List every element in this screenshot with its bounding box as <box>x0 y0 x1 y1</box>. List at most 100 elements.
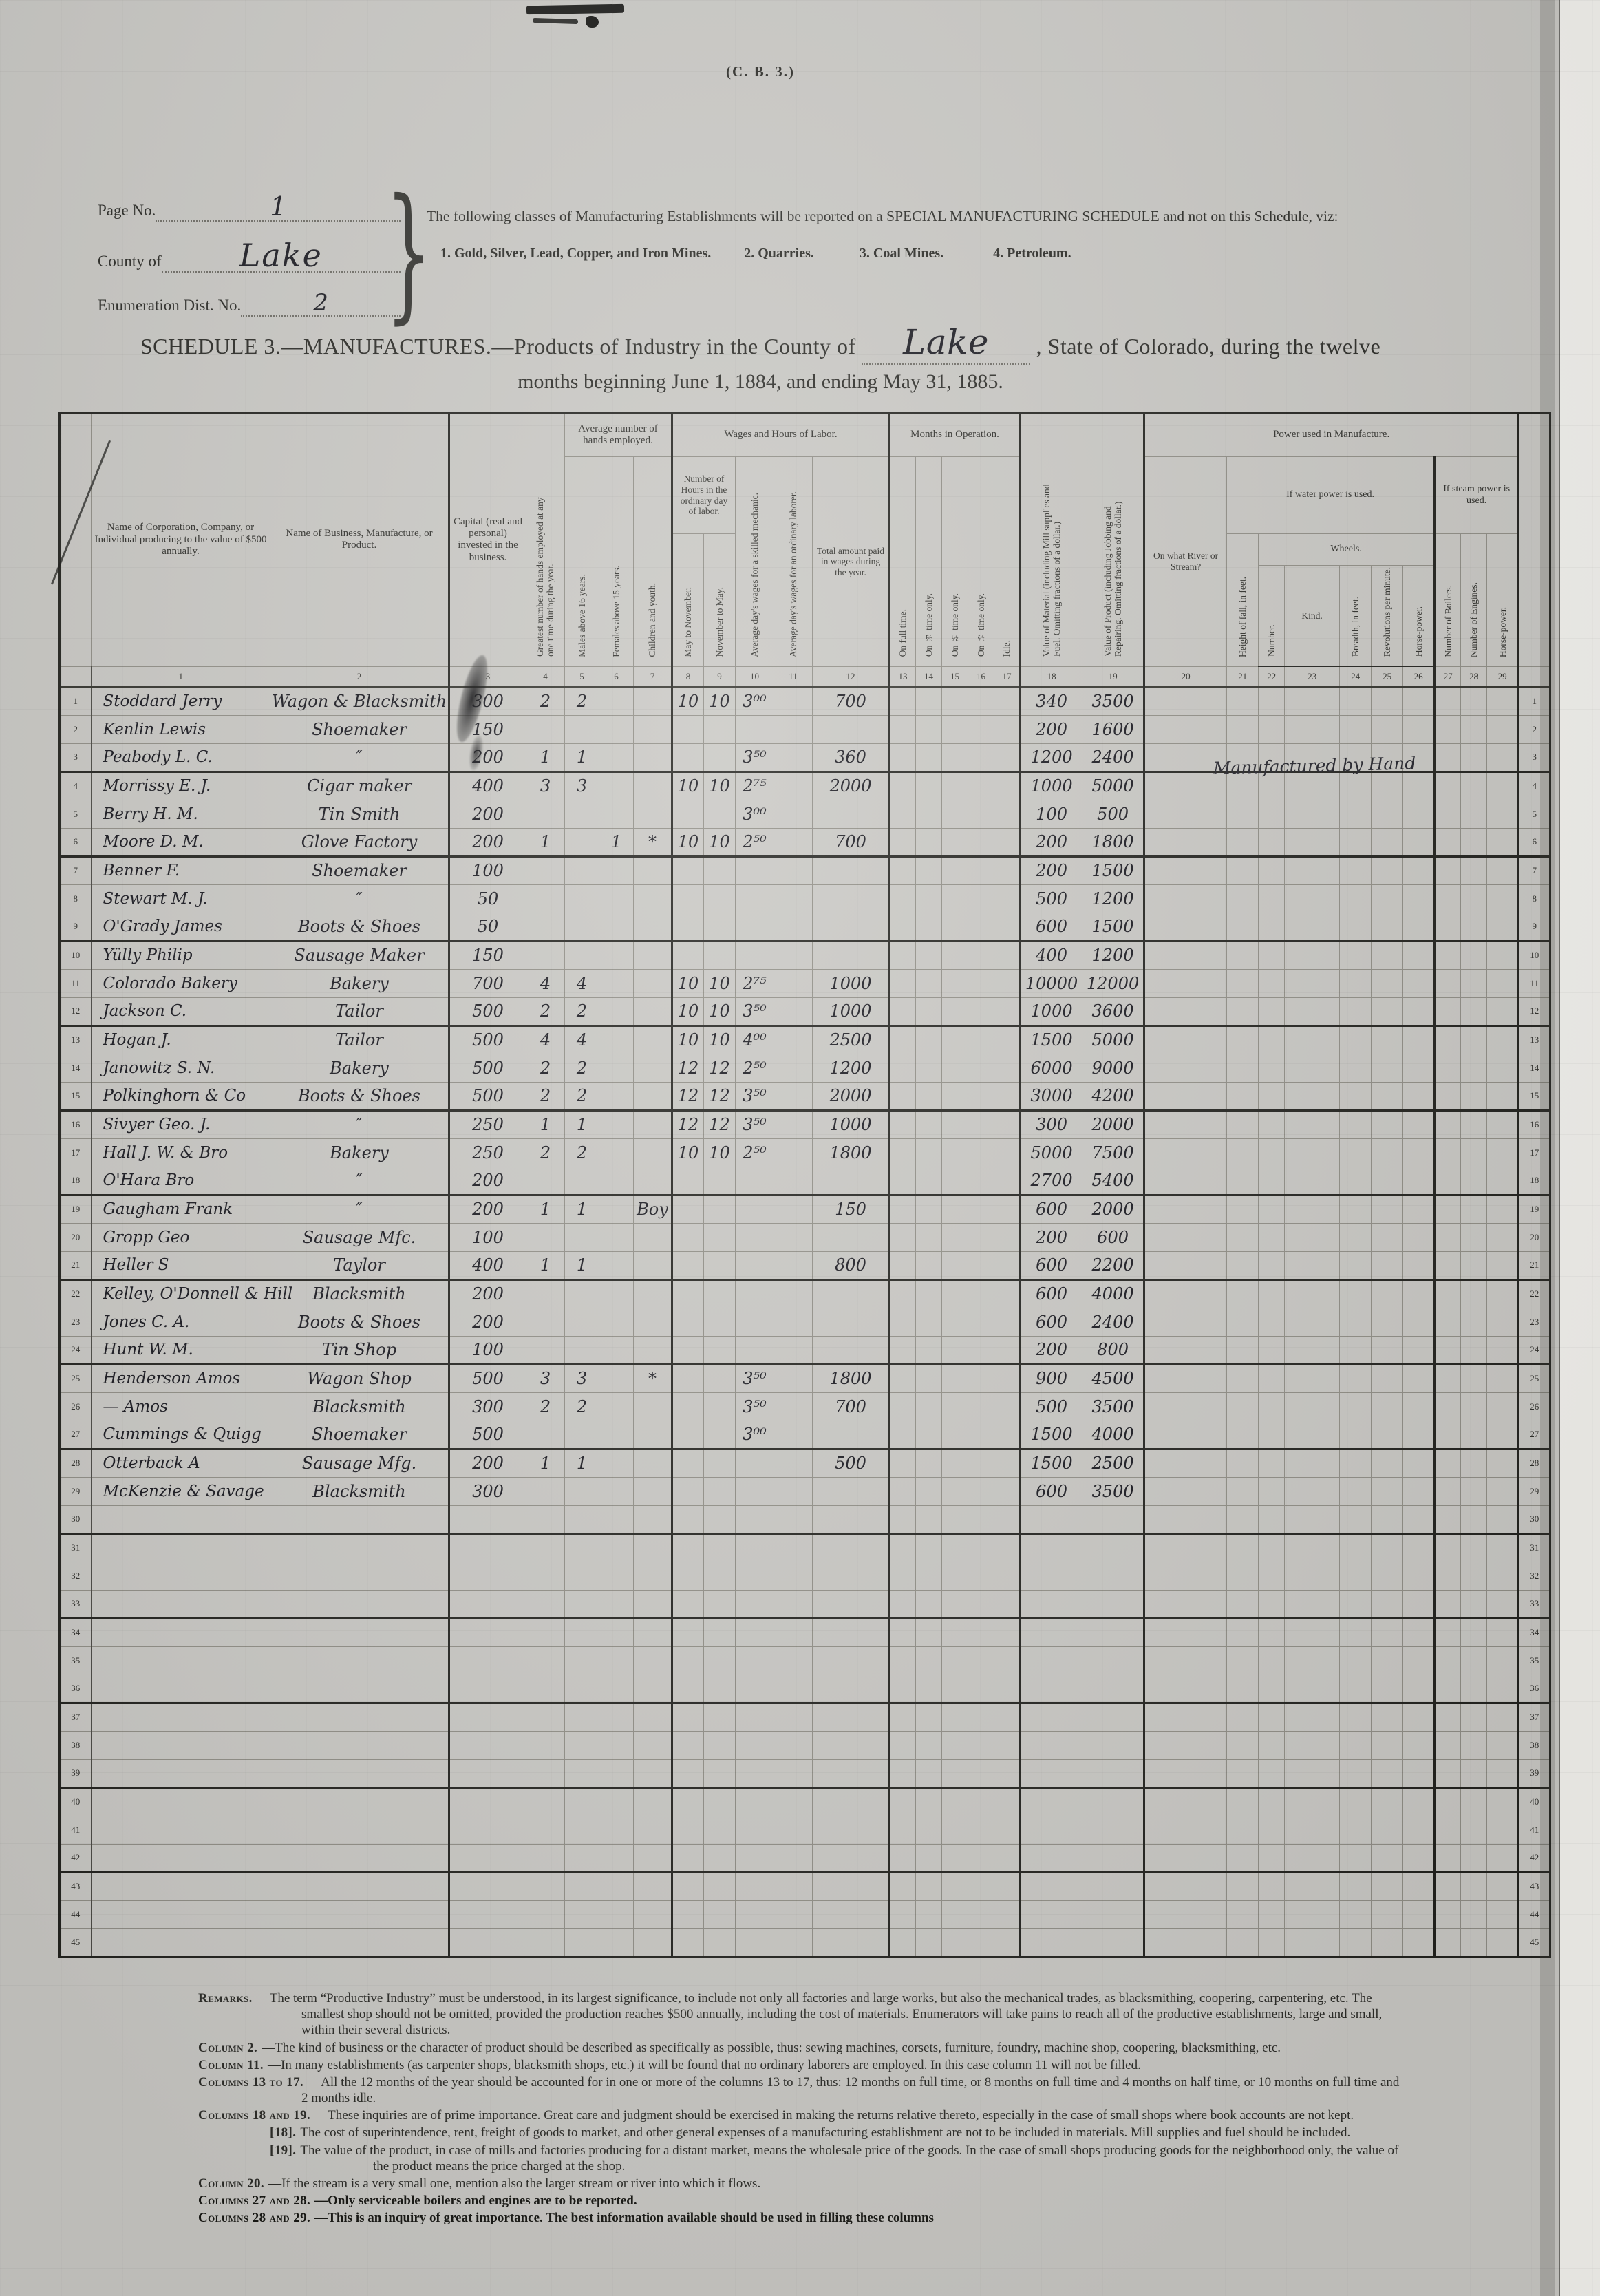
cell-c10: 2⁷⁵ <box>735 771 774 800</box>
cell-c24 <box>1339 1787 1372 1816</box>
remark-line: Columns 28 and 29. —This is an inquiry of… <box>198 2210 1404 2226</box>
cell-c16 <box>968 1335 995 1365</box>
cell-c6 <box>599 714 634 744</box>
cell-c10 <box>735 1787 774 1816</box>
cell-c12: 700 <box>811 1392 891 1421</box>
cell-c3 <box>449 1561 526 1591</box>
cell-c27 <box>1434 1392 1462 1421</box>
cell-c11 <box>774 1589 813 1619</box>
cell-c28 <box>1460 884 1488 913</box>
column-number-c6: 6 <box>599 666 634 688</box>
cell-c6 <box>599 686 634 716</box>
column-number-row: 1 2 3 4 5 6 7 8 9 10 11 12 13 14 15 16 17 18 19 20 21 22 23 24 2… <box>59 666 1551 688</box>
cell-c8 <box>672 1589 704 1619</box>
cell-c11 <box>774 1871 813 1901</box>
cell-c19: 12000 <box>1082 968 1146 998</box>
cell-c27 <box>1434 1138 1462 1167</box>
cell-c26 <box>1402 1392 1436 1421</box>
row-number: 39 <box>59 1758 92 1789</box>
cell-c15 <box>941 1109 969 1139</box>
cell-name <box>91 1815 270 1845</box>
cell-c7 <box>633 1702 673 1732</box>
cell-c24 <box>1339 1251 1372 1281</box>
cell-c28 <box>1460 1674 1488 1704</box>
cell-c26 <box>1402 743 1436 773</box>
cell-name: Gropp Geo <box>91 1222 270 1252</box>
cell-c12 <box>811 1307 891 1337</box>
cell-c25 <box>1371 1025 1404 1054</box>
col-header-idle: Idle. <box>994 456 1022 667</box>
form-code: (C. B. 3.) <box>726 63 795 80</box>
group-header-water-power: If water power is used. <box>1226 456 1436 534</box>
cell-c10: 3⁰⁰ <box>735 799 774 829</box>
table-row: 21 Heller S Taylor 400 1 1 800 600 2200 21 <box>59 1251 1551 1281</box>
table-row: 27 Cummings & Quigg Shoemaker 500 3⁰⁰ 1500 400… <box>59 1420 1551 1450</box>
corner-left <box>59 412 92 667</box>
cell-c26 <box>1402 997 1436 1027</box>
cell-c10 <box>735 1589 774 1619</box>
cell-c15 <box>941 1420 969 1450</box>
row-number: 14 <box>59 1053 92 1083</box>
cell-c24 <box>1339 1702 1372 1732</box>
corner-right <box>1518 412 1551 667</box>
row-number: 7 <box>1518 855 1551 885</box>
cell-c14 <box>915 1561 943 1591</box>
cell-c29 <box>1486 1702 1520 1732</box>
cell-c23 <box>1284 1561 1341 1591</box>
cell-c17 <box>994 1053 1022 1083</box>
cell-c27 <box>1434 1363 1462 1393</box>
cell-c29 <box>1486 1363 1520 1393</box>
excluded-classes-list: 1. Gold, Silver, Lead, Copper, and Iron … <box>427 246 1480 262</box>
cell-c11 <box>774 1222 813 1252</box>
cell-c5 <box>564 1617 599 1647</box>
table-row: 17 Hall J. W. & Bro Bakery 250 2 2 10 10 2⁵⁰ 1800… <box>59 1138 1551 1167</box>
cell-c29 <box>1486 1787 1520 1816</box>
cell-c19: 2400 <box>1082 743 1146 773</box>
cell-c25 <box>1371 1561 1404 1591</box>
cell-c6 <box>599 1702 634 1732</box>
cell-c15 <box>941 1251 969 1281</box>
row-number: 12 <box>1518 997 1551 1027</box>
row-number: 41 <box>1518 1815 1551 1845</box>
special-schedule-notice: The following classes of Manufacturing E… <box>427 208 1480 262</box>
cell-c17 <box>994 912 1022 942</box>
cell-c19 <box>1082 1702 1146 1732</box>
cell-c3: 200 <box>449 1194 526 1224</box>
county-label: County of <box>98 253 162 270</box>
county-row: County of Lake <box>98 240 401 273</box>
cell-c8 <box>672 799 704 829</box>
cell-c23 <box>1284 1589 1341 1619</box>
cell-c5: 3 <box>564 771 599 800</box>
cell-c7 <box>633 1843 673 1873</box>
cell-c5: 1 <box>564 1194 599 1224</box>
col-header-females: Females above 15 years. <box>599 456 634 667</box>
cell-c24 <box>1339 1815 1372 1845</box>
cell-c9 <box>703 799 736 829</box>
cell-c19: 7500 <box>1082 1138 1146 1167</box>
remark-label: Column 2. <box>198 2040 258 2055</box>
remark-text: —This is an inquiry of great importance.… <box>314 2211 934 2226</box>
cell-c16 <box>968 1702 995 1732</box>
cell-c27 <box>1434 686 1462 716</box>
cell-c3 <box>449 1815 526 1845</box>
cell-c10 <box>735 1900 774 1929</box>
col-header-text: May to November. <box>683 587 694 657</box>
cell-c5 <box>564 1222 599 1252</box>
cell-c22 <box>1258 1561 1286 1591</box>
cell-c16 <box>968 714 995 744</box>
cell-c11 <box>774 1787 813 1816</box>
column-number-c5: 5 <box>564 666 599 688</box>
cell-c22 <box>1258 1674 1286 1704</box>
cell-c11 <box>774 1505 813 1535</box>
cell-c7 <box>633 1166 673 1196</box>
cell-c7: * <box>633 827 673 858</box>
cell-c14 <box>915 968 943 998</box>
cell-c3: 700 <box>449 968 526 998</box>
cell-c8 <box>672 743 704 773</box>
col-header-wages-mechanic: Average day's wages for a skilled mechan… <box>735 456 774 667</box>
cell-c12 <box>811 1787 891 1816</box>
cell-c6 <box>599 1815 634 1845</box>
cell-c24 <box>1339 940 1372 970</box>
remark-line: Column 11. —In many establishments (as ca… <box>198 2057 1404 2073</box>
